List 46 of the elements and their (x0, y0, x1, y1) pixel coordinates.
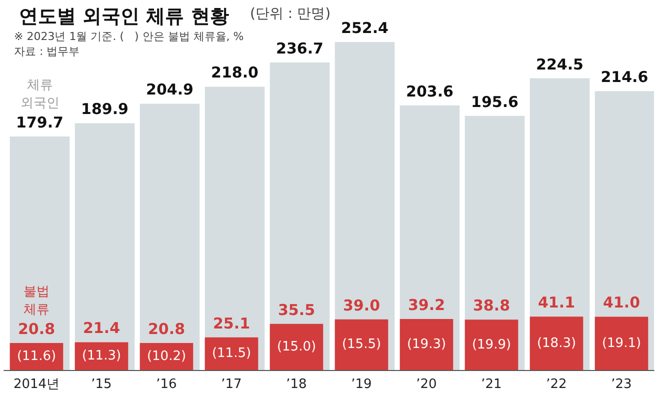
x-tick-label: ’15 (91, 377, 112, 392)
annotation: (15.0) (276, 339, 316, 354)
annotation: (10.2) (146, 348, 186, 364)
data-label: 41.1 (538, 294, 576, 312)
annotation: (15.5) (342, 337, 382, 352)
series-label: 체류 외국인 (20, 78, 60, 111)
x-tick-label: ’22 (546, 377, 567, 392)
data-label: 41.0 (602, 294, 640, 312)
data-label: 25.1 (212, 314, 250, 332)
data-label: 20.8 (148, 320, 186, 338)
data-label: 195.6 (471, 92, 518, 111)
x-tick-label: ’17 (221, 377, 242, 392)
annotation: (11.5) (212, 346, 252, 362)
data-label: 252.4 (341, 19, 388, 37)
data-label: 38.8 (472, 296, 510, 315)
data-label: 179.7 (16, 113, 64, 132)
data-label: 39.2 (408, 296, 446, 314)
data-label: 21.4 (82, 319, 120, 338)
x-tick-label: ’20 (416, 377, 437, 392)
chart-subtitle: (단위 : 만명) (250, 6, 331, 22)
data-label: 218.0 (211, 64, 258, 82)
x-tick-label: ’18 (286, 377, 307, 392)
annotation: ※ 2023년 1월 기준. ( ) 안은 불법 체류율, % (14, 30, 244, 43)
data-label: 39.0 (342, 296, 380, 314)
data-label: 236.7 (276, 39, 324, 58)
x-tick-label: ’19 (351, 377, 372, 392)
data-label: 35.5 (278, 300, 316, 319)
annotation: (11.6) (16, 348, 56, 364)
x-tick-label: ’16 (156, 377, 177, 392)
chart-title: 연도별 외국인 체류 현황 (19, 6, 229, 28)
data-label: 20.8 (18, 320, 56, 338)
data-label: 203.6 (406, 82, 454, 100)
data-label: 204.9 (146, 80, 194, 99)
x-tick-label: ’23 (611, 377, 632, 392)
annotation: 자료 : 법무부 (14, 45, 80, 58)
data-label: 189.9 (81, 100, 128, 118)
annotation: (18.3) (536, 336, 576, 351)
x-tick-label: ’21 (481, 377, 502, 392)
data-label: 214.6 (600, 68, 648, 86)
data-label: 224.5 (536, 55, 584, 74)
annotation: (19.3) (406, 337, 446, 352)
annotation: (11.3) (82, 348, 122, 364)
annotation: (19.9) (472, 337, 512, 352)
annotation: (19.1) (602, 336, 642, 351)
series-label: 불법 체류 (24, 284, 50, 318)
x-tick-label: 2014년 (13, 377, 60, 392)
